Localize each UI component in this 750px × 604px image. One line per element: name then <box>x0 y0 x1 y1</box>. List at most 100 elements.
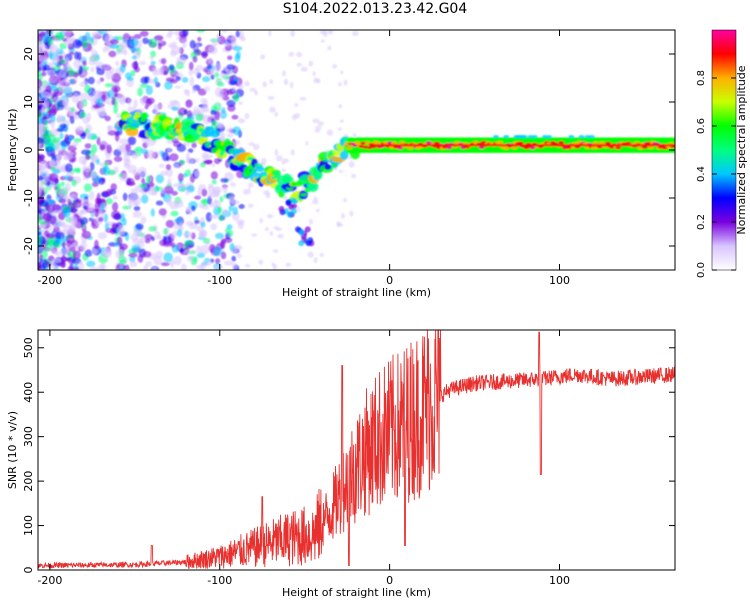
heatmap-cell <box>342 137 349 143</box>
heatmap-cell <box>150 236 156 241</box>
heatmap-cell <box>198 231 205 239</box>
x-tick-label: 0 <box>386 574 393 587</box>
heatmap-cell <box>38 96 43 106</box>
heatmap-cell <box>38 153 41 163</box>
heatmap-cell <box>197 36 202 42</box>
heatmap-cell <box>90 171 98 178</box>
heatmap-cell <box>588 135 595 139</box>
heatmap-cell <box>220 240 226 249</box>
heatmap-cell <box>94 61 104 68</box>
colorbar-fill <box>711 29 737 271</box>
heatmap-cell <box>111 222 118 229</box>
heatmap-cell <box>179 183 186 190</box>
heatmap-cell <box>197 127 205 133</box>
heatmap-cell <box>158 163 165 168</box>
heatmap-cell <box>96 97 104 107</box>
heatmap-cell <box>109 39 120 45</box>
heatmap-cell <box>170 210 179 217</box>
heatmap-cell <box>190 205 196 212</box>
heatmap-cell <box>521 135 528 139</box>
heatmap-cell <box>206 64 213 70</box>
heatmap-cell <box>126 106 136 113</box>
heatmap-cell <box>59 247 70 256</box>
heatmap-cell <box>266 214 274 219</box>
heatmap-cell <box>229 242 235 252</box>
heatmap-cell <box>282 70 286 77</box>
heatmap-cell <box>165 167 173 178</box>
heatmap-cell <box>274 111 279 117</box>
heatmap-cell <box>197 88 207 96</box>
heatmap-cell <box>272 249 279 253</box>
heatmap-cell <box>125 143 132 152</box>
heatmap-cell <box>96 79 102 85</box>
heatmap-cell <box>61 241 67 248</box>
heatmap-cell <box>46 237 56 246</box>
colorbar: 0.0 0.2 0.4 0.6 0.8 Normalized spectral ampli… <box>696 29 748 278</box>
heatmap-cell <box>260 54 266 60</box>
heatmap-cell <box>122 192 128 201</box>
y-tick-label: 0 <box>22 567 35 574</box>
heatmap-cell <box>352 133 357 138</box>
heatmap-cell <box>59 132 64 140</box>
heatmap-cell <box>214 87 224 97</box>
heatmap-cell <box>86 112 92 122</box>
heatmap-cell <box>47 142 56 153</box>
heatmap-cell <box>211 120 218 126</box>
heatmap-cell <box>236 170 245 179</box>
heatmap-cell <box>81 149 91 156</box>
heatmap-cell <box>67 43 75 50</box>
heatmap-cell <box>240 35 246 42</box>
heatmap-cell <box>79 209 86 215</box>
heatmap-cell <box>503 135 510 139</box>
heatmap-cell <box>196 252 206 259</box>
heatmap-cell <box>38 254 44 261</box>
heatmap-cell <box>153 256 163 266</box>
heatmap-cell <box>39 199 49 208</box>
heatmap-cell <box>50 114 56 123</box>
heatmap-cell <box>208 191 213 199</box>
heatmap-cell <box>160 58 167 65</box>
heatmap-cell <box>199 262 206 270</box>
heatmap-cell <box>183 89 189 95</box>
heatmap-cell <box>126 76 134 82</box>
heatmap-cell <box>308 60 314 67</box>
heatmap-cell <box>52 96 63 102</box>
heatmap-cell <box>44 230 50 237</box>
heatmap-cell <box>38 78 43 89</box>
heatmap-cell <box>145 261 153 267</box>
heatmap-cell <box>232 206 239 216</box>
heatmap-cell <box>38 235 43 246</box>
heatmap-cell <box>315 126 322 131</box>
heatmap-cell <box>244 263 251 268</box>
heatmap-cell <box>60 181 66 187</box>
heatmap-cell <box>197 187 202 198</box>
heatmap-cell <box>194 195 202 200</box>
heatmap-cell <box>62 30 72 38</box>
heatmap-cell <box>100 202 105 212</box>
heatmap-cell <box>191 249 196 254</box>
heatmap-cell <box>174 218 182 223</box>
heatmap-cell <box>319 253 325 258</box>
heatmap-cell <box>131 152 139 160</box>
heatmap-cell <box>348 160 355 168</box>
heatmap-cell <box>40 71 47 77</box>
heatmap-cell <box>339 150 349 161</box>
heatmap-cell <box>139 148 149 155</box>
heatmap-cell <box>196 245 201 254</box>
heatmap-cell <box>105 197 114 205</box>
heatmap-cell <box>176 229 183 237</box>
heatmap-cell <box>96 192 101 203</box>
heatmap-cell <box>202 198 209 207</box>
heatmap-cell <box>129 38 139 47</box>
heatmap-cell <box>545 135 552 139</box>
heatmap-cell <box>592 141 599 145</box>
heatmap-cell <box>50 263 59 270</box>
heatmap-cell <box>192 88 196 94</box>
heatmap-cell <box>132 169 138 176</box>
heatmap-cell <box>132 200 139 206</box>
heatmap-cell <box>122 218 127 226</box>
heatmap-cell <box>160 170 168 176</box>
heatmap-cell <box>133 34 142 40</box>
heatmap-cell <box>69 115 75 124</box>
heatmap-cell <box>278 205 285 212</box>
